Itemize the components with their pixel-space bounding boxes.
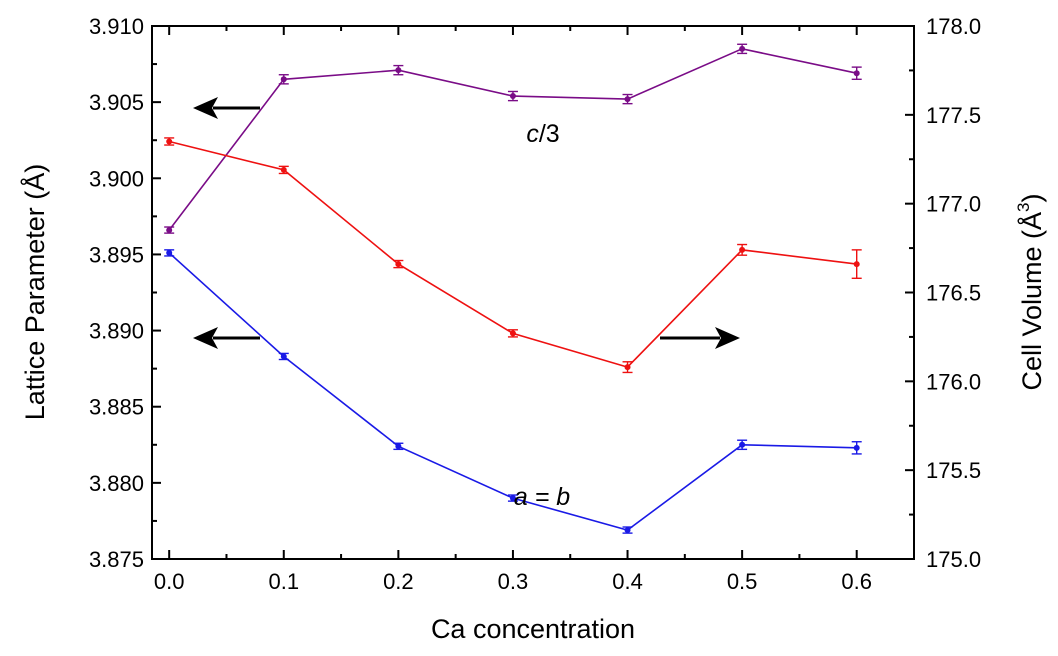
x-tick-label: 0.2 bbox=[383, 569, 414, 594]
data-point bbox=[624, 364, 631, 371]
y-axis-right-title-base: Cell Volume (Å bbox=[1016, 212, 1047, 391]
data-point bbox=[853, 261, 860, 268]
data-point bbox=[624, 527, 631, 534]
data-point bbox=[166, 249, 173, 256]
data-point bbox=[853, 70, 860, 77]
data-point bbox=[395, 261, 402, 268]
y-axis-right-title-sup: 3 bbox=[1014, 202, 1033, 211]
y-left-tick-label: 3.885 bbox=[89, 395, 144, 420]
data-point bbox=[739, 441, 746, 448]
annotation-a-equals-b: a = b bbox=[514, 483, 570, 511]
x-tick-label: 0.5 bbox=[727, 569, 758, 594]
data-point bbox=[280, 166, 287, 173]
data-point bbox=[739, 45, 746, 52]
y-right-tick-label: 175.5 bbox=[926, 458, 981, 483]
x-axis-title: Ca concentration bbox=[431, 614, 635, 644]
axis-arrows bbox=[193, 97, 740, 349]
y-right-tick-label: 176.0 bbox=[926, 369, 981, 394]
y-left-tick-label: 3.875 bbox=[89, 547, 144, 572]
y-left-tick-label: 3.910 bbox=[89, 14, 144, 39]
x-tick-label: 0.1 bbox=[268, 569, 299, 594]
y-right-tick-label: 177.0 bbox=[926, 192, 981, 217]
annotation-c-italic: c bbox=[526, 120, 539, 148]
data-point bbox=[395, 443, 402, 450]
data-point bbox=[509, 93, 516, 100]
y-left-tick-label: 3.900 bbox=[89, 166, 144, 191]
arrow-left-upper bbox=[193, 97, 260, 119]
y-right-tick-label: 178.0 bbox=[926, 14, 981, 39]
arrow-right bbox=[660, 327, 740, 349]
y-right-tick-label: 176.5 bbox=[926, 281, 981, 306]
axis-ticks: 0.0 0.1 0.2 0.3 0.4 0.5 0.6 3.875 3.880 3.885 3.89… bbox=[89, 14, 981, 594]
arrow-left-lower bbox=[193, 327, 260, 349]
y-right-tick-label: 177.5 bbox=[926, 103, 981, 128]
y-left-tick-label: 3.880 bbox=[89, 471, 144, 496]
annotation-c-over-3: c/3 bbox=[526, 120, 559, 148]
data-point bbox=[166, 227, 173, 234]
x-tick-label: 0.0 bbox=[154, 569, 185, 594]
data-point bbox=[280, 353, 287, 360]
axis-titles: Ca concentration Lattice Parameter (Å) C… bbox=[19, 164, 1047, 644]
data-point bbox=[739, 246, 746, 253]
plot-frame bbox=[151, 25, 915, 560]
y-left-tick-label: 3.895 bbox=[89, 242, 144, 267]
data-point bbox=[853, 444, 860, 451]
y-axis-left-title: Lattice Parameter (Å) bbox=[19, 164, 50, 421]
annotations: c/3 a = b bbox=[514, 120, 570, 511]
y-axis-right-title-close: ) bbox=[1017, 193, 1047, 202]
y-right-tick-label: 175.0 bbox=[926, 547, 981, 572]
series-line-0 bbox=[168, 47, 857, 231]
y-axis-right-title: Cell Volume (Å3) bbox=[1014, 193, 1047, 390]
y-left-tick-label: 3.890 bbox=[89, 319, 144, 344]
x-tick-label: 0.4 bbox=[612, 569, 643, 594]
x-tick-label: 0.6 bbox=[841, 569, 872, 594]
data-point bbox=[509, 330, 516, 337]
data-point bbox=[280, 76, 287, 83]
data-point bbox=[166, 138, 173, 145]
annotation-c-rest: /3 bbox=[539, 120, 560, 148]
x-tick-label: 0.3 bbox=[498, 569, 529, 594]
y-left-tick-label: 3.905 bbox=[89, 90, 144, 115]
data-point bbox=[395, 67, 402, 74]
series-layer bbox=[164, 43, 862, 534]
data-point bbox=[509, 495, 516, 502]
data-point bbox=[624, 96, 631, 103]
